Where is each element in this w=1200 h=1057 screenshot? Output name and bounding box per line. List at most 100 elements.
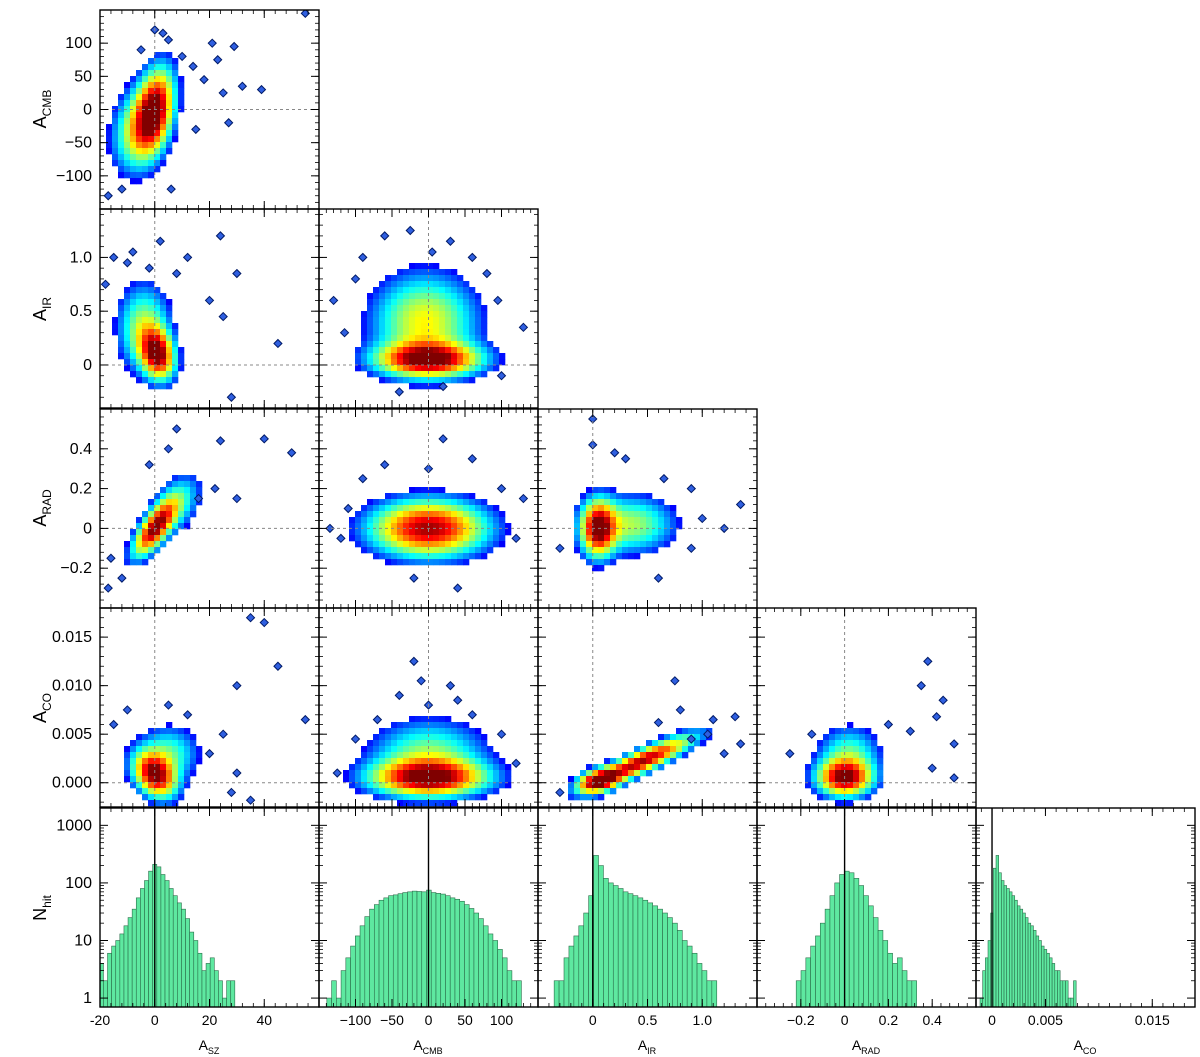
density-cell [421, 541, 428, 548]
density-cell [160, 124, 167, 131]
density-cell [457, 547, 464, 554]
density-cell [475, 329, 482, 336]
outlier-point [122, 705, 133, 715]
density-cell [481, 782, 488, 789]
density-cell [118, 341, 125, 348]
density-cell [361, 535, 368, 542]
density-cell [154, 794, 161, 801]
density-cell [349, 782, 356, 789]
density-cell [865, 776, 872, 783]
density-cell [634, 758, 641, 765]
density-cell [391, 275, 398, 282]
density-cell [136, 329, 143, 336]
density-cell [616, 523, 623, 530]
density-cell [355, 541, 362, 548]
density-cell [385, 535, 392, 542]
density-cell [475, 371, 482, 378]
density-cell [427, 553, 434, 560]
density-cell [451, 371, 458, 378]
density-cell [172, 341, 179, 348]
outlier-point [350, 274, 361, 284]
density-cell [391, 293, 398, 300]
density-cell [124, 106, 131, 113]
histogram-bar [331, 980, 337, 1007]
density-cell [154, 341, 161, 348]
density-cell [172, 782, 179, 789]
density-cell [451, 275, 458, 282]
density-cell [616, 529, 623, 536]
density-cell [166, 770, 173, 777]
density-cell [859, 758, 866, 765]
density-cell [598, 559, 605, 566]
density-cell [154, 499, 161, 506]
density-cell [469, 353, 476, 360]
density-cell [421, 535, 428, 542]
histogram-bar [218, 980, 223, 1007]
density-cell [580, 553, 587, 560]
density-cell [148, 529, 155, 536]
density-cell [409, 341, 416, 348]
density-cell [142, 335, 149, 342]
density-cell [166, 88, 173, 95]
density-cell [397, 335, 404, 342]
density-cell [136, 553, 143, 560]
density-cell [871, 758, 878, 765]
density-cell [580, 776, 587, 783]
density-cell [427, 746, 434, 753]
density-cell [469, 371, 476, 378]
density-cell [823, 788, 830, 795]
density-cell [361, 365, 368, 372]
density-cell [136, 541, 143, 548]
density-cell [610, 776, 617, 783]
panel-ARAD-ACO-plot-area [757, 608, 976, 807]
density-cell [124, 94, 131, 101]
density-cell [415, 547, 422, 554]
density-cell [178, 740, 185, 747]
density-cell [184, 770, 191, 777]
panel-hist-ASZ-ytick-label: 1 [83, 990, 92, 1007]
density-cell [427, 505, 434, 512]
density-cell [142, 299, 149, 306]
density-cell [415, 716, 422, 723]
density-cell [184, 499, 191, 506]
density-cell [385, 547, 392, 554]
density-cell [160, 148, 167, 155]
density-cell [829, 770, 836, 777]
outlier-point [659, 473, 669, 484]
density-cell [835, 776, 842, 783]
density-cell [658, 541, 665, 548]
density-cell [190, 734, 197, 741]
histogram-bar [815, 935, 821, 1007]
density-cell [148, 64, 155, 71]
density-cell [112, 106, 119, 113]
density-cell [391, 535, 398, 542]
outlier-point [394, 387, 405, 397]
density-cell [397, 323, 404, 330]
outlier-point [452, 583, 463, 593]
histogram-bar [378, 899, 385, 1007]
density-cell [166, 788, 173, 795]
xlabel-col-5: ACO [1074, 1037, 1097, 1056]
density-cell [397, 535, 404, 542]
density-cell [445, 493, 452, 500]
density-cell [142, 740, 149, 747]
density-cell [130, 335, 137, 342]
density-cell [142, 371, 149, 378]
density-cell [124, 124, 131, 131]
density-cell [178, 82, 185, 89]
density-cell [634, 752, 641, 759]
outlier-point [708, 714, 718, 725]
density-cell [355, 353, 362, 360]
density-cell [148, 788, 155, 795]
density-cell [130, 299, 137, 306]
density-cell [154, 353, 161, 360]
density-cell [148, 94, 155, 101]
density-cell [469, 541, 476, 548]
density-cell [463, 365, 470, 372]
density-cell [505, 770, 512, 777]
density-cell [487, 365, 494, 372]
density-cell [433, 541, 440, 548]
density-cell [124, 299, 131, 306]
density-cell [373, 523, 380, 530]
